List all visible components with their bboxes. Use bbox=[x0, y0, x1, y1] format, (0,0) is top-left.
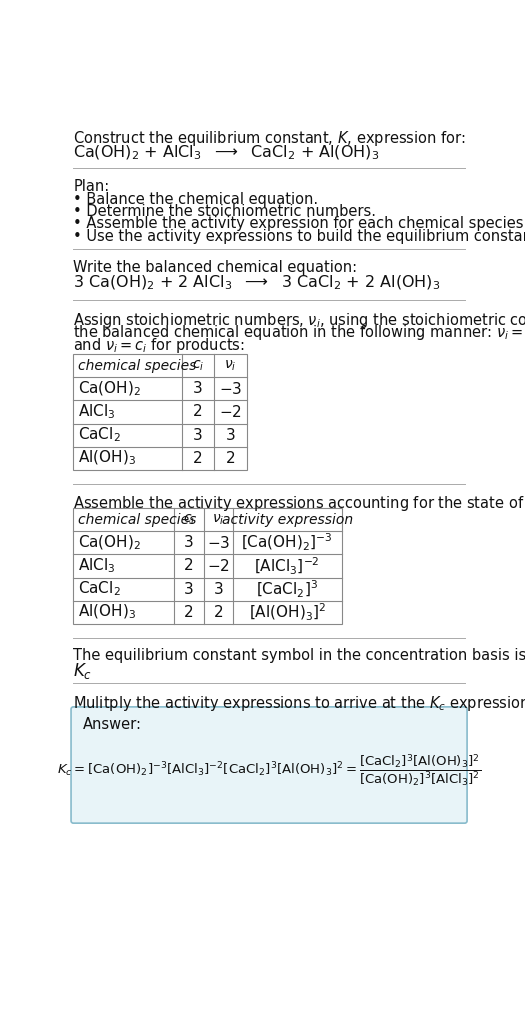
Text: 3: 3 bbox=[193, 381, 203, 396]
Text: 3: 3 bbox=[184, 582, 194, 596]
Text: $-3$: $-3$ bbox=[207, 534, 230, 551]
Text: 3: 3 bbox=[184, 535, 194, 551]
Text: $K_c$: $K_c$ bbox=[74, 661, 92, 681]
Text: the balanced chemical equation in the following manner: $\nu_i = -c_i$ for react: the balanced chemical equation in the fo… bbox=[74, 323, 525, 343]
Text: CaCl$_2$: CaCl$_2$ bbox=[78, 580, 121, 598]
Text: 2: 2 bbox=[214, 604, 223, 620]
Text: AlCl$_3$: AlCl$_3$ bbox=[78, 557, 116, 575]
Text: 3 Ca(OH)$_2$ + 2 AlCl$_3$  $\longrightarrow$  3 CaCl$_2$ + 2 Al(OH)$_3$: 3 Ca(OH)$_2$ + 2 AlCl$_3$ $\longrightarr… bbox=[74, 274, 441, 292]
Text: Assemble the activity expressions accounting for the state of matter and $\nu_i$: Assemble the activity expressions accoun… bbox=[74, 495, 525, 513]
Text: chemical species: chemical species bbox=[78, 513, 196, 526]
Text: 2: 2 bbox=[184, 604, 194, 620]
Text: 3: 3 bbox=[193, 428, 203, 442]
Text: Construct the equilibrium constant, $K$, expression for:: Construct the equilibrium constant, $K$,… bbox=[74, 130, 466, 148]
Text: • Balance the chemical equation.: • Balance the chemical equation. bbox=[74, 192, 319, 207]
Text: Assign stoichiometric numbers, $\nu_i$, using the stoichiometric coefficients, $: Assign stoichiometric numbers, $\nu_i$, … bbox=[74, 311, 525, 331]
Text: 2: 2 bbox=[226, 450, 236, 465]
Text: $c_i$: $c_i$ bbox=[192, 359, 204, 373]
Text: Ca(OH)$_2$: Ca(OH)$_2$ bbox=[78, 379, 141, 399]
Text: [CaCl$_2$]$^3$: [CaCl$_2$]$^3$ bbox=[256, 579, 318, 599]
Text: Al(OH)$_3$: Al(OH)$_3$ bbox=[78, 603, 136, 622]
Text: • Assemble the activity expression for each chemical species.: • Assemble the activity expression for e… bbox=[74, 216, 525, 231]
Text: 2: 2 bbox=[184, 559, 194, 574]
Text: activity expression: activity expression bbox=[222, 513, 353, 526]
Text: [Ca(OH)$_2$]$^{-3}$: [Ca(OH)$_2$]$^{-3}$ bbox=[242, 532, 333, 554]
Text: $K_c = [\mathrm{Ca(OH)_2}]^{-3}[\mathrm{AlCl_3}]^{-2}[\mathrm{CaCl_2}]^3[\mathrm: $K_c = [\mathrm{Ca(OH)_2}]^{-3}[\mathrm{… bbox=[57, 753, 481, 789]
Text: Answer:: Answer: bbox=[82, 717, 142, 732]
FancyBboxPatch shape bbox=[71, 707, 467, 823]
Text: Plan:: Plan: bbox=[74, 178, 110, 194]
Text: $-3$: $-3$ bbox=[219, 381, 243, 396]
Text: Mulitply the activity expressions to arrive at the $K_c$ expression:: Mulitply the activity expressions to arr… bbox=[74, 694, 525, 713]
Text: and $\nu_i = c_i$ for products:: and $\nu_i = c_i$ for products: bbox=[74, 336, 245, 355]
Text: $c_i$: $c_i$ bbox=[183, 512, 195, 527]
Text: • Determine the stoichiometric numbers.: • Determine the stoichiometric numbers. bbox=[74, 204, 376, 219]
Text: $-2$: $-2$ bbox=[207, 558, 230, 574]
Text: 3: 3 bbox=[226, 428, 236, 442]
Text: • Use the activity expressions to build the equilibrium constant expression.: • Use the activity expressions to build … bbox=[74, 229, 525, 243]
Bar bbox=[74, 354, 247, 469]
Text: Ca(OH)$_2$: Ca(OH)$_2$ bbox=[78, 533, 141, 552]
Text: AlCl$_3$: AlCl$_3$ bbox=[78, 403, 116, 422]
Text: 2: 2 bbox=[193, 405, 203, 420]
Bar bbox=[74, 508, 342, 624]
Text: $\nu_i$: $\nu_i$ bbox=[225, 359, 237, 373]
Text: Al(OH)$_3$: Al(OH)$_3$ bbox=[78, 449, 136, 467]
Text: chemical species: chemical species bbox=[78, 359, 196, 373]
Text: $-2$: $-2$ bbox=[219, 404, 242, 420]
Text: CaCl$_2$: CaCl$_2$ bbox=[78, 426, 121, 444]
Text: Write the balanced chemical equation:: Write the balanced chemical equation: bbox=[74, 260, 358, 275]
Text: The equilibrium constant symbol in the concentration basis is:: The equilibrium constant symbol in the c… bbox=[74, 648, 525, 663]
Text: [Al(OH)$_3$]$^2$: [Al(OH)$_3$]$^2$ bbox=[249, 601, 326, 623]
Text: $\nu_i$: $\nu_i$ bbox=[212, 512, 225, 527]
Text: 3: 3 bbox=[214, 582, 223, 596]
Text: [AlCl$_3$]$^{-2}$: [AlCl$_3$]$^{-2}$ bbox=[255, 556, 320, 577]
Text: Ca(OH)$_2$ + AlCl$_3$  $\longrightarrow$  CaCl$_2$ + Al(OH)$_3$: Ca(OH)$_2$ + AlCl$_3$ $\longrightarrow$ … bbox=[74, 143, 380, 161]
Text: 2: 2 bbox=[193, 450, 203, 465]
